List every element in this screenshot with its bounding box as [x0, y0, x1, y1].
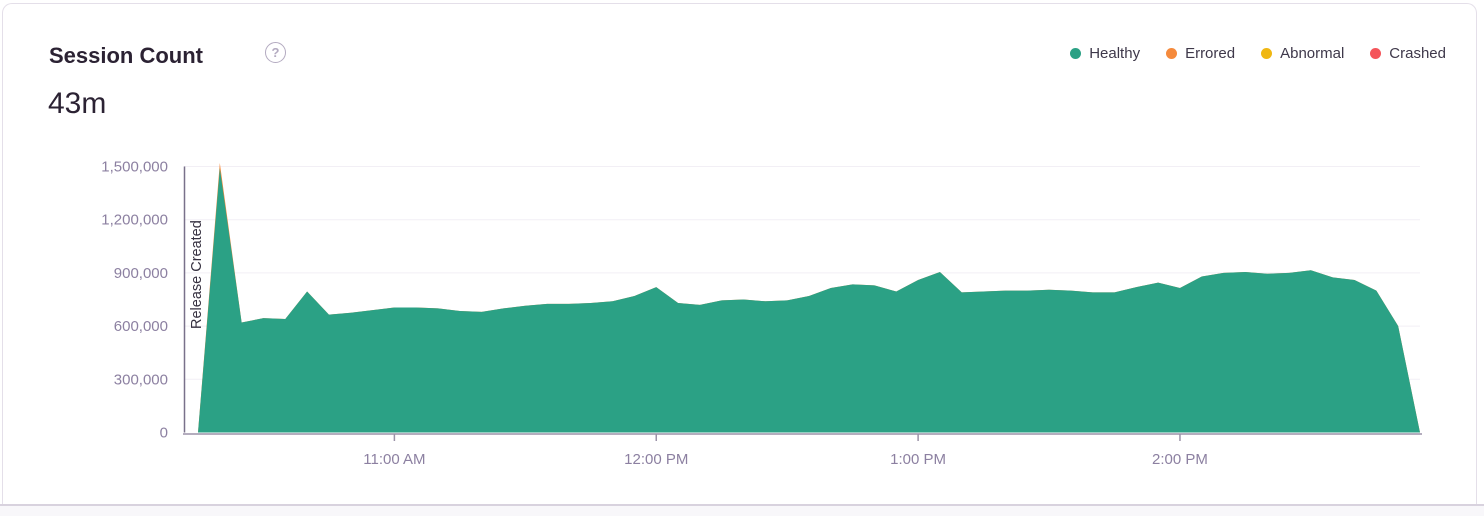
- y-axis-label: 0: [160, 425, 168, 442]
- healthy-area[interactable]: [198, 168, 1420, 433]
- section-divider: [0, 504, 1484, 506]
- panel-title: Session Count: [49, 43, 204, 68]
- chart-legend: Healthy Errored Abnormal Crashed: [1070, 45, 1446, 62]
- y-axis-label: 1,500,000: [101, 159, 168, 176]
- legend-label-errored: Errored: [1185, 45, 1236, 62]
- legend-label-abnormal: Abnormal: [1280, 45, 1345, 62]
- y-axis-label: 600,000: [114, 318, 168, 335]
- x-axis-label: 12:00 PM: [624, 451, 688, 468]
- x-axis-label: 1:00 PM: [890, 451, 946, 468]
- help-icon[interactable]: ?: [265, 42, 286, 63]
- legend-label-crashed: Crashed: [1389, 45, 1446, 62]
- legend-item-crashed[interactable]: Crashed: [1370, 45, 1446, 62]
- legend-item-healthy[interactable]: Healthy: [1070, 45, 1140, 62]
- x-axis-label: 11:00 AM: [363, 451, 425, 468]
- legend-label-healthy: Healthy: [1089, 45, 1141, 62]
- release-marker-label[interactable]: Release Created: [189, 220, 205, 329]
- abnormal-dot-icon: [1261, 48, 1273, 59]
- y-axis-label: 900,000: [114, 265, 168, 282]
- session-total-value: 43m: [48, 87, 107, 120]
- crashed-dot-icon: [1370, 48, 1382, 59]
- healthy-dot-icon: [1070, 48, 1082, 59]
- legend-item-errored[interactable]: Errored: [1166, 45, 1235, 62]
- errored-dot-icon: [1166, 48, 1178, 59]
- y-axis-label: 300,000: [114, 371, 168, 388]
- next-section-edge: [0, 506, 1484, 516]
- x-axis-label: 2:00 PM: [1152, 451, 1208, 468]
- y-axis-label: 1,200,000: [101, 212, 168, 229]
- legend-item-abnormal[interactable]: Abnormal: [1261, 45, 1344, 62]
